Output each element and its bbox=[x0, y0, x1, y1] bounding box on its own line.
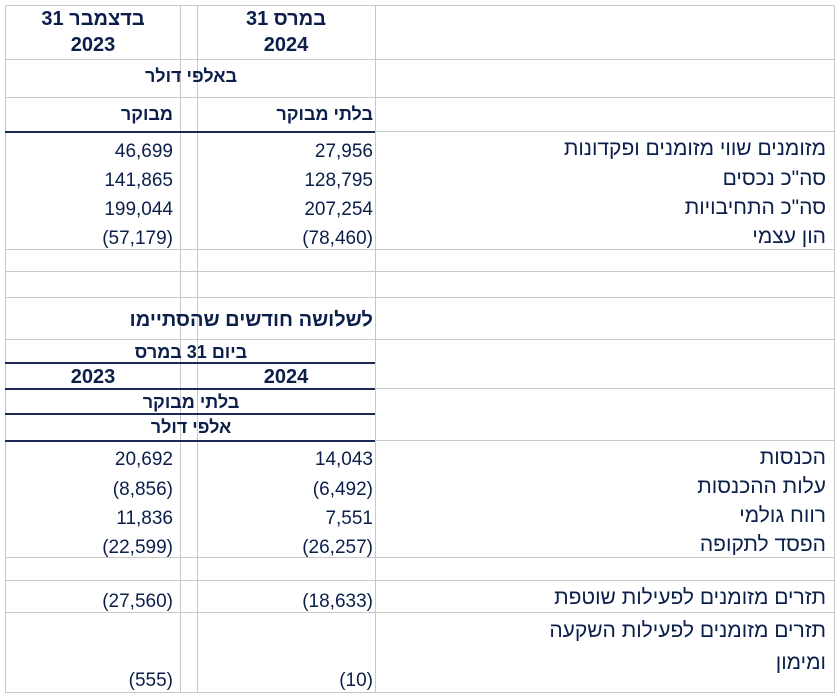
value-2024: (10) bbox=[339, 670, 373, 691]
row-label: מזומנים שווי מזומנים ופקדונות bbox=[563, 137, 826, 160]
row-label: תזרים מזומנים לפעילות השקעה bbox=[549, 619, 826, 642]
balance-units-label: באלפי דולר bbox=[144, 66, 238, 86]
row-label: הכנסות bbox=[759, 446, 826, 469]
value-2023: (57,179) bbox=[102, 228, 173, 249]
row-label: הון עצמי bbox=[752, 225, 826, 248]
value-2024: (18,633) bbox=[302, 591, 373, 612]
income-year-2024: 2024 bbox=[263, 366, 309, 388]
value-2024: (78,460) bbox=[302, 228, 373, 249]
value-2023: (555) bbox=[128, 670, 173, 691]
row-label: תזרים מזומנים לפעילות שוטפת bbox=[554, 586, 826, 609]
value-2024: 7,551 bbox=[325, 508, 373, 529]
income-year-2023: 2023 bbox=[70, 366, 116, 388]
header-2023-date: 31 בדצמבר bbox=[41, 8, 145, 30]
row-label: רווח גולמי bbox=[739, 504, 826, 527]
period-heading: לשלושה חודשים שהסתיימו bbox=[129, 309, 373, 331]
header-2024-date: 31 במרס bbox=[245, 8, 327, 30]
row-label: הפסד לתקופה bbox=[699, 533, 826, 556]
balance-audit-2023: מבוקר bbox=[120, 104, 173, 124]
value-2023: 20,692 bbox=[114, 449, 173, 470]
header-2024-year: 2024 bbox=[263, 34, 309, 56]
value-2023: (22,599) bbox=[102, 537, 173, 558]
period-date: ביום 31 במרס bbox=[134, 342, 248, 362]
row-label: סה"כ נכסים bbox=[722, 167, 826, 190]
row-label: סה"כ התחיבויות bbox=[684, 196, 826, 219]
value-2023: 46,699 bbox=[114, 141, 173, 162]
value-2024: (6,492) bbox=[312, 479, 373, 500]
income-units-label: אלפי דולר bbox=[150, 417, 232, 437]
value-2024: (26,257) bbox=[302, 537, 373, 558]
balance-audit-2024: בלתי מבוקר bbox=[276, 104, 373, 124]
value-2024: 128,795 bbox=[304, 170, 373, 191]
row-label: עלות ההכנסות bbox=[697, 475, 826, 498]
value-2024: 27,956 bbox=[314, 141, 373, 162]
value-2023: 199,044 bbox=[104, 199, 173, 220]
value-2023: 141,865 bbox=[104, 170, 173, 191]
value-2023: (27,560) bbox=[102, 591, 173, 612]
value-2023: 11,836 bbox=[116, 508, 173, 529]
row-label-continued: ומימון bbox=[775, 651, 826, 674]
value-2023: (8,856) bbox=[112, 479, 173, 500]
header-2023-year: 2023 bbox=[70, 34, 116, 56]
value-2024: 14,043 bbox=[314, 449, 373, 470]
income-audit-label: בלתי מבוקר bbox=[142, 392, 240, 412]
value-2024: 207,254 bbox=[304, 199, 373, 220]
